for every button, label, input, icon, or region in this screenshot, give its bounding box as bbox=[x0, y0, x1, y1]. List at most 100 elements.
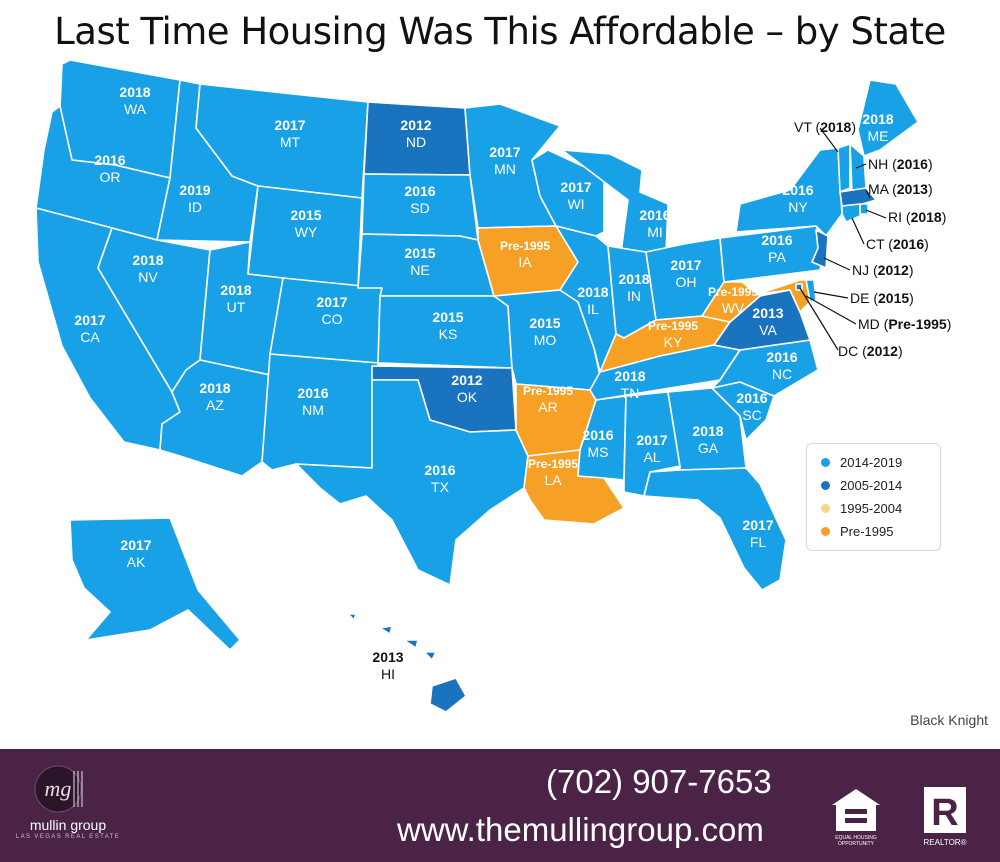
legend-swatch-2005-2014 bbox=[821, 481, 830, 491]
state-ct[interactable] bbox=[841, 203, 861, 223]
callout-label-ri: RI (2018) bbox=[888, 209, 946, 225]
state-abbr-al: AL bbox=[643, 449, 660, 465]
state-abbr-ia: IA bbox=[518, 254, 532, 270]
state-year-pa: 2016 bbox=[761, 232, 792, 248]
callout-leader-md bbox=[805, 295, 857, 325]
state-abbr-sd: SD bbox=[410, 200, 429, 216]
state-abbr-ok: OK bbox=[457, 389, 478, 405]
state-year-ak: 2017 bbox=[120, 537, 151, 553]
state-abbr-va: VA bbox=[759, 322, 777, 338]
callout-leader-nh bbox=[855, 163, 867, 169]
legend-swatch-pre-1995 bbox=[821, 527, 830, 537]
state-ak[interactable] bbox=[69, 517, 241, 651]
state-abbr-ut: UT bbox=[227, 299, 246, 315]
state-abbr-mt: MT bbox=[280, 134, 301, 150]
equal-housing-logo: EQUAL HOUSING OPPORTUNITY bbox=[826, 785, 886, 851]
us-map: 2018WA2016OR2017CA2019ID2018NV2017MT2015… bbox=[35, 59, 951, 713]
state-az[interactable] bbox=[159, 359, 271, 477]
state-abbr-nv: NV bbox=[138, 269, 158, 285]
state-year-az: 2018 bbox=[199, 380, 230, 396]
state-year-wa: 2018 bbox=[119, 84, 150, 100]
state-abbr-ak: AK bbox=[127, 554, 146, 570]
state-abbr-or: OR bbox=[100, 169, 121, 185]
state-year-mt: 2017 bbox=[274, 117, 305, 133]
state-abbr-ne: NE bbox=[410, 262, 429, 278]
state-year-ny: 2016 bbox=[782, 182, 813, 198]
state-abbr-ar: AR bbox=[538, 399, 557, 415]
state-year-il: 2018 bbox=[577, 284, 608, 300]
callout-label-nh: NH (2016) bbox=[868, 156, 933, 172]
state-abbr-pa: PA bbox=[768, 249, 786, 265]
callout-leader-de bbox=[813, 291, 849, 299]
state-ri[interactable] bbox=[859, 203, 869, 215]
state-abbr-nm: NM bbox=[302, 402, 324, 418]
realtor-label: REALTOR® bbox=[923, 838, 967, 847]
state-abbr-wa: WA bbox=[124, 101, 147, 117]
callout-leader-ct bbox=[851, 217, 865, 245]
state-year-ar: Pre-1995 bbox=[523, 384, 573, 398]
callout-label-md: MD (Pre-1995) bbox=[858, 316, 951, 332]
state-year-ky: Pre-1995 bbox=[648, 319, 698, 333]
state-year-ks: 2015 bbox=[432, 309, 463, 325]
state-year-ca: 2017 bbox=[74, 312, 105, 328]
state-year-or: 2016 bbox=[94, 152, 125, 168]
callout-leader-dc bbox=[799, 287, 839, 351]
footer-banner: mg mullin group LAS VEGAS REAL ESTATE (7… bbox=[0, 749, 1000, 862]
state-year-co: 2017 bbox=[316, 294, 347, 310]
state-abbr-ms: MS bbox=[588, 444, 609, 460]
state-wi[interactable] bbox=[531, 149, 605, 237]
state-year-ut: 2018 bbox=[220, 282, 251, 298]
callout-label-ct: CT (2016) bbox=[866, 236, 929, 252]
state-abbr-ks: KS bbox=[439, 326, 458, 342]
state-year-nc: 2016 bbox=[766, 349, 797, 365]
state-year-ms: 2016 bbox=[582, 427, 613, 443]
state-abbr-mn: MN bbox=[494, 161, 516, 177]
state-year-mo: 2015 bbox=[529, 315, 560, 331]
state-abbr-in: IN bbox=[627, 288, 641, 304]
state-mi[interactable] bbox=[561, 149, 669, 261]
state-year-al: 2017 bbox=[636, 432, 667, 448]
state-year-tn: 2018 bbox=[614, 368, 645, 384]
state-tx[interactable] bbox=[295, 379, 529, 586]
svg-text:mg: mg bbox=[45, 776, 72, 801]
legend-item-1995-2004: 1995-2004 bbox=[821, 500, 902, 518]
state-vt[interactable] bbox=[837, 143, 851, 193]
equal-housing-label: EQUAL HOUSING OPPORTUNITY bbox=[835, 835, 877, 847]
state-abbr-me: ME bbox=[868, 128, 889, 144]
legend-item-2014-2019: 2014-2019 bbox=[821, 454, 902, 472]
realtor-logo: R REALTOR® bbox=[918, 785, 972, 851]
callout-label-dc: DC (2012) bbox=[838, 343, 903, 359]
callout-leader-nj bbox=[823, 257, 851, 271]
mullin-group-logo[interactable]: mg mullin group LAS VEGAS REAL ESTATE bbox=[12, 763, 124, 853]
callout-label-vt: VT (2018) bbox=[794, 119, 856, 135]
state-il[interactable] bbox=[555, 225, 617, 373]
legend-swatch-2014-2019 bbox=[821, 458, 830, 468]
state-abbr-ny: NY bbox=[788, 199, 808, 215]
state-abbr-fl: FL bbox=[750, 534, 767, 550]
state-wv[interactable] bbox=[701, 281, 761, 323]
state-abbr-co: CO bbox=[322, 311, 343, 327]
realtor-r-icon: R bbox=[924, 787, 966, 834]
state-year-hi: 2013 bbox=[372, 649, 403, 665]
state-fl[interactable] bbox=[643, 467, 787, 591]
state-abbr-la: LA bbox=[544, 472, 562, 488]
website-link[interactable]: www.themullingroup.com bbox=[397, 811, 764, 848]
state-abbr-nd: ND bbox=[406, 134, 426, 150]
state-year-me: 2018 bbox=[862, 111, 893, 127]
state-abbr-ca: CA bbox=[80, 329, 100, 345]
state-abbr-hi: HI bbox=[381, 666, 395, 682]
state-year-wv: Pre-1995 bbox=[708, 285, 758, 299]
state-year-wi: 2017 bbox=[560, 179, 591, 195]
state-abbr-sc: SC bbox=[742, 407, 761, 423]
state-abbr-mi: MI bbox=[647, 224, 663, 240]
phone-number[interactable]: (702) 907-7653 bbox=[546, 763, 772, 800]
state-year-sc: 2016 bbox=[736, 390, 767, 406]
state-abbr-wy: WY bbox=[295, 224, 318, 240]
state-year-mi: 2016 bbox=[639, 207, 670, 223]
state-year-sd: 2016 bbox=[404, 183, 435, 199]
state-year-la: Pre-1995 bbox=[528, 457, 578, 471]
state-abbr-nc: NC bbox=[772, 366, 792, 382]
callout-label-de: DE (2015) bbox=[850, 290, 914, 306]
state-hi[interactable] bbox=[347, 613, 467, 713]
legend-item-pre-1995: Pre-1995 bbox=[821, 523, 893, 541]
